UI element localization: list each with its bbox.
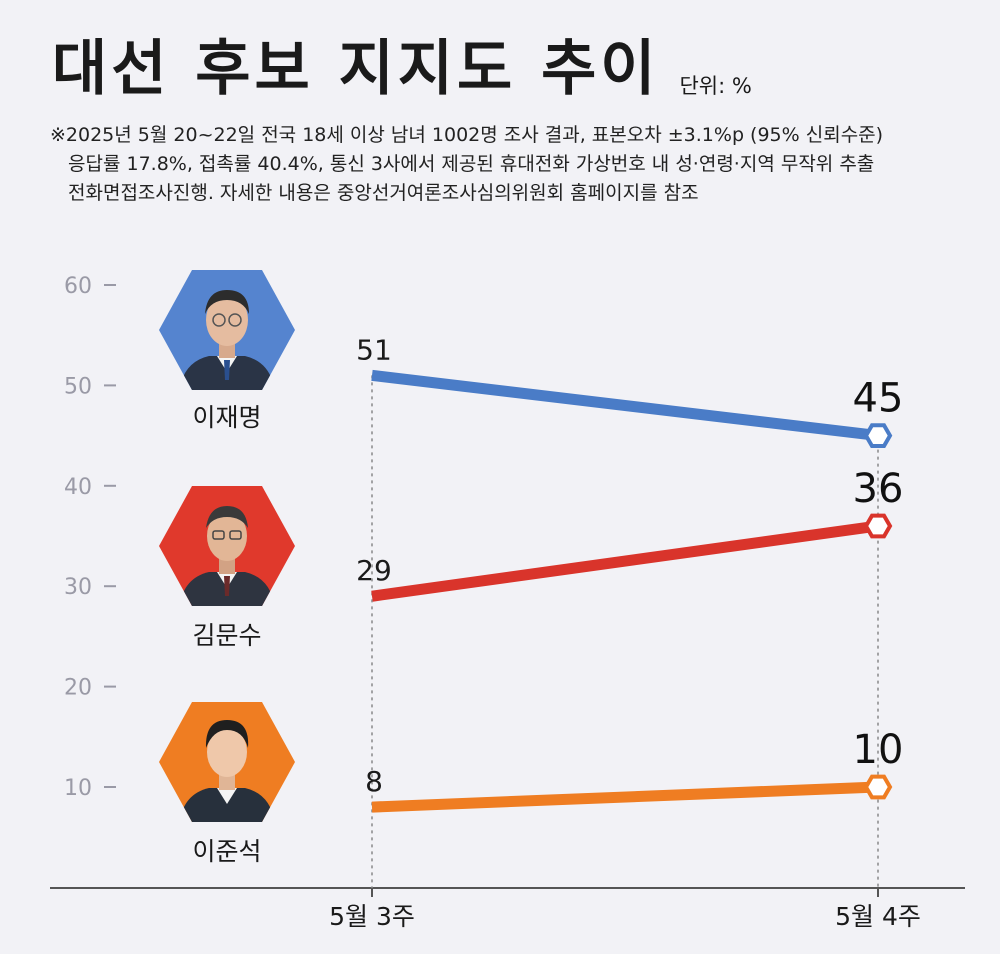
end-point-marker xyxy=(863,513,893,539)
data-label: 29 xyxy=(356,554,392,587)
x-tick-label: 5월 4주 xyxy=(835,902,921,931)
title-row: 대선 후보 지지도 추이 단위: % xyxy=(52,30,752,108)
end-point-marker xyxy=(863,774,893,800)
series-line xyxy=(371,520,879,602)
candidate-portrait-lee-jaemyung xyxy=(159,270,295,390)
candidate-name: 이준석 xyxy=(192,837,262,866)
y-tick-label: 40 xyxy=(64,475,92,500)
candidate-name: 김문수 xyxy=(192,621,262,650)
survey-note: ※2025년 5월 20~22일 전국 18세 이상 남녀 1002명 조사 결… xyxy=(50,121,970,208)
y-tick-label: 30 xyxy=(64,575,92,600)
chart-title: 대선 후보 지지도 추이 xyxy=(52,34,660,104)
y-tick-label: 10 xyxy=(64,776,92,801)
unit-label: 단위: % xyxy=(679,74,752,98)
data-label: 8 xyxy=(365,765,383,798)
candidate-name: 이재명 xyxy=(192,403,262,432)
note-line: ※2025년 5월 20~22일 전국 18세 이상 남녀 1002명 조사 결… xyxy=(50,124,884,146)
note-line: 전화면접조사진행. 자세한 내용은 중앙선거여론조사심의위원회 홈페이지를 참조 xyxy=(68,182,699,204)
y-tick-label: 60 xyxy=(64,274,92,299)
data-label: 10 xyxy=(853,727,904,773)
data-label: 45 xyxy=(853,376,904,422)
data-label: 51 xyxy=(356,333,392,366)
y-tick-label: 20 xyxy=(64,676,92,701)
x-tick-label: 5월 3주 xyxy=(329,902,415,931)
note-line: 응답률 17.8%, 접촉률 40.4%, 통신 3사에서 제공된 휴대전화 가… xyxy=(68,153,875,175)
end-point-marker xyxy=(863,423,893,448)
data-label: 36 xyxy=(853,466,904,512)
candidate-portrait-kim-moonsoo xyxy=(159,486,295,606)
y-tick-label: 50 xyxy=(64,374,92,399)
series-line xyxy=(371,369,879,442)
series-line xyxy=(371,781,879,813)
candidate-portrait-lee-junseok xyxy=(159,702,295,822)
